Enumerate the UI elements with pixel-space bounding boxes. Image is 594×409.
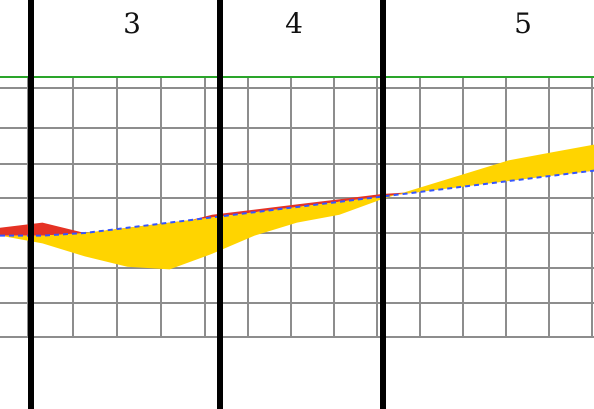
grid-lines bbox=[0, 76, 594, 338]
section-label: 3 bbox=[123, 7, 141, 40]
section-label: 4 bbox=[285, 7, 303, 40]
section-labels: 3 4 5 bbox=[123, 7, 532, 40]
dashed-reference-line bbox=[0, 169, 594, 237]
series-layer bbox=[0, 144, 594, 270]
section-label: 5 bbox=[514, 7, 532, 40]
section-dividers bbox=[28, 0, 386, 409]
upper-area-series bbox=[0, 165, 594, 244]
